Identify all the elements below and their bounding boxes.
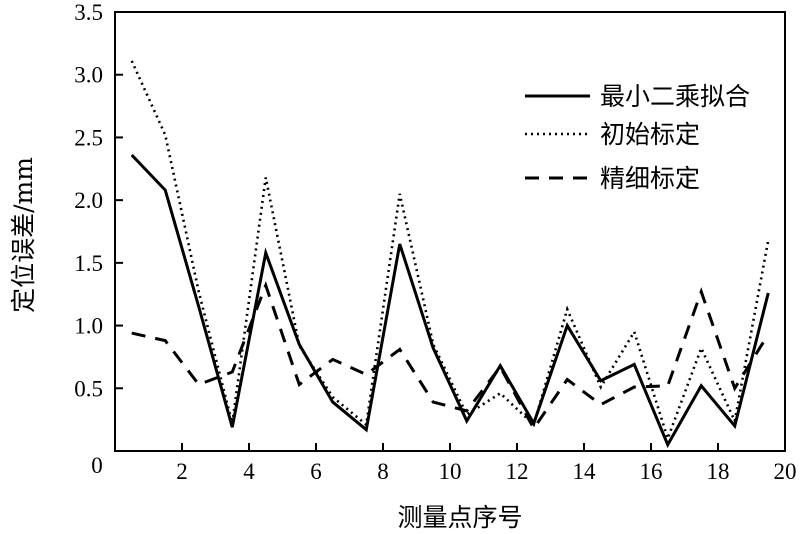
x-tick-label: 2: [176, 459, 188, 484]
x-tick-label: 8: [377, 459, 389, 484]
x-axis-ticks: 2 4 6 8 10 12 14 16 18 20 0: [91, 443, 797, 484]
y-tick-label: 2.5: [74, 125, 103, 150]
y-tick-label: 1.0: [74, 314, 103, 339]
legend-label-1: 最小二乘拟合: [600, 82, 750, 111]
y-tick-label: 1.5: [74, 251, 103, 276]
legend-label-2: 初始标定: [600, 120, 700, 149]
y-tick-label: 3.0: [74, 63, 103, 88]
y-tick-label: 3.5: [74, 0, 103, 25]
y-tick-label: 2.0: [74, 188, 103, 213]
series-line-1: [130, 153, 770, 449]
x-tick-label-origin: 0: [91, 453, 103, 478]
y-axis-label: 定位误差/mm: [9, 157, 38, 313]
x-tick-label: 16: [640, 459, 663, 484]
x-tick-label: 10: [439, 459, 462, 484]
x-tick-label: 6: [310, 459, 322, 484]
x-tick-label: 18: [707, 459, 730, 484]
y-tick-label: 0.5: [74, 376, 103, 401]
x-tick-label: 14: [573, 459, 597, 484]
x-tick-label: 12: [506, 459, 529, 484]
legend-label-3: 精细标定: [600, 164, 700, 193]
x-tick-label: 4: [243, 459, 255, 484]
x-tick-label: 20: [774, 459, 797, 484]
series-layer: [130, 60, 770, 449]
x-axis-label: 测量点序号: [397, 503, 522, 532]
y-axis-ticks: 0.5 1.0 1.5 2.0 2.5 3.0 3.5: [74, 0, 123, 401]
